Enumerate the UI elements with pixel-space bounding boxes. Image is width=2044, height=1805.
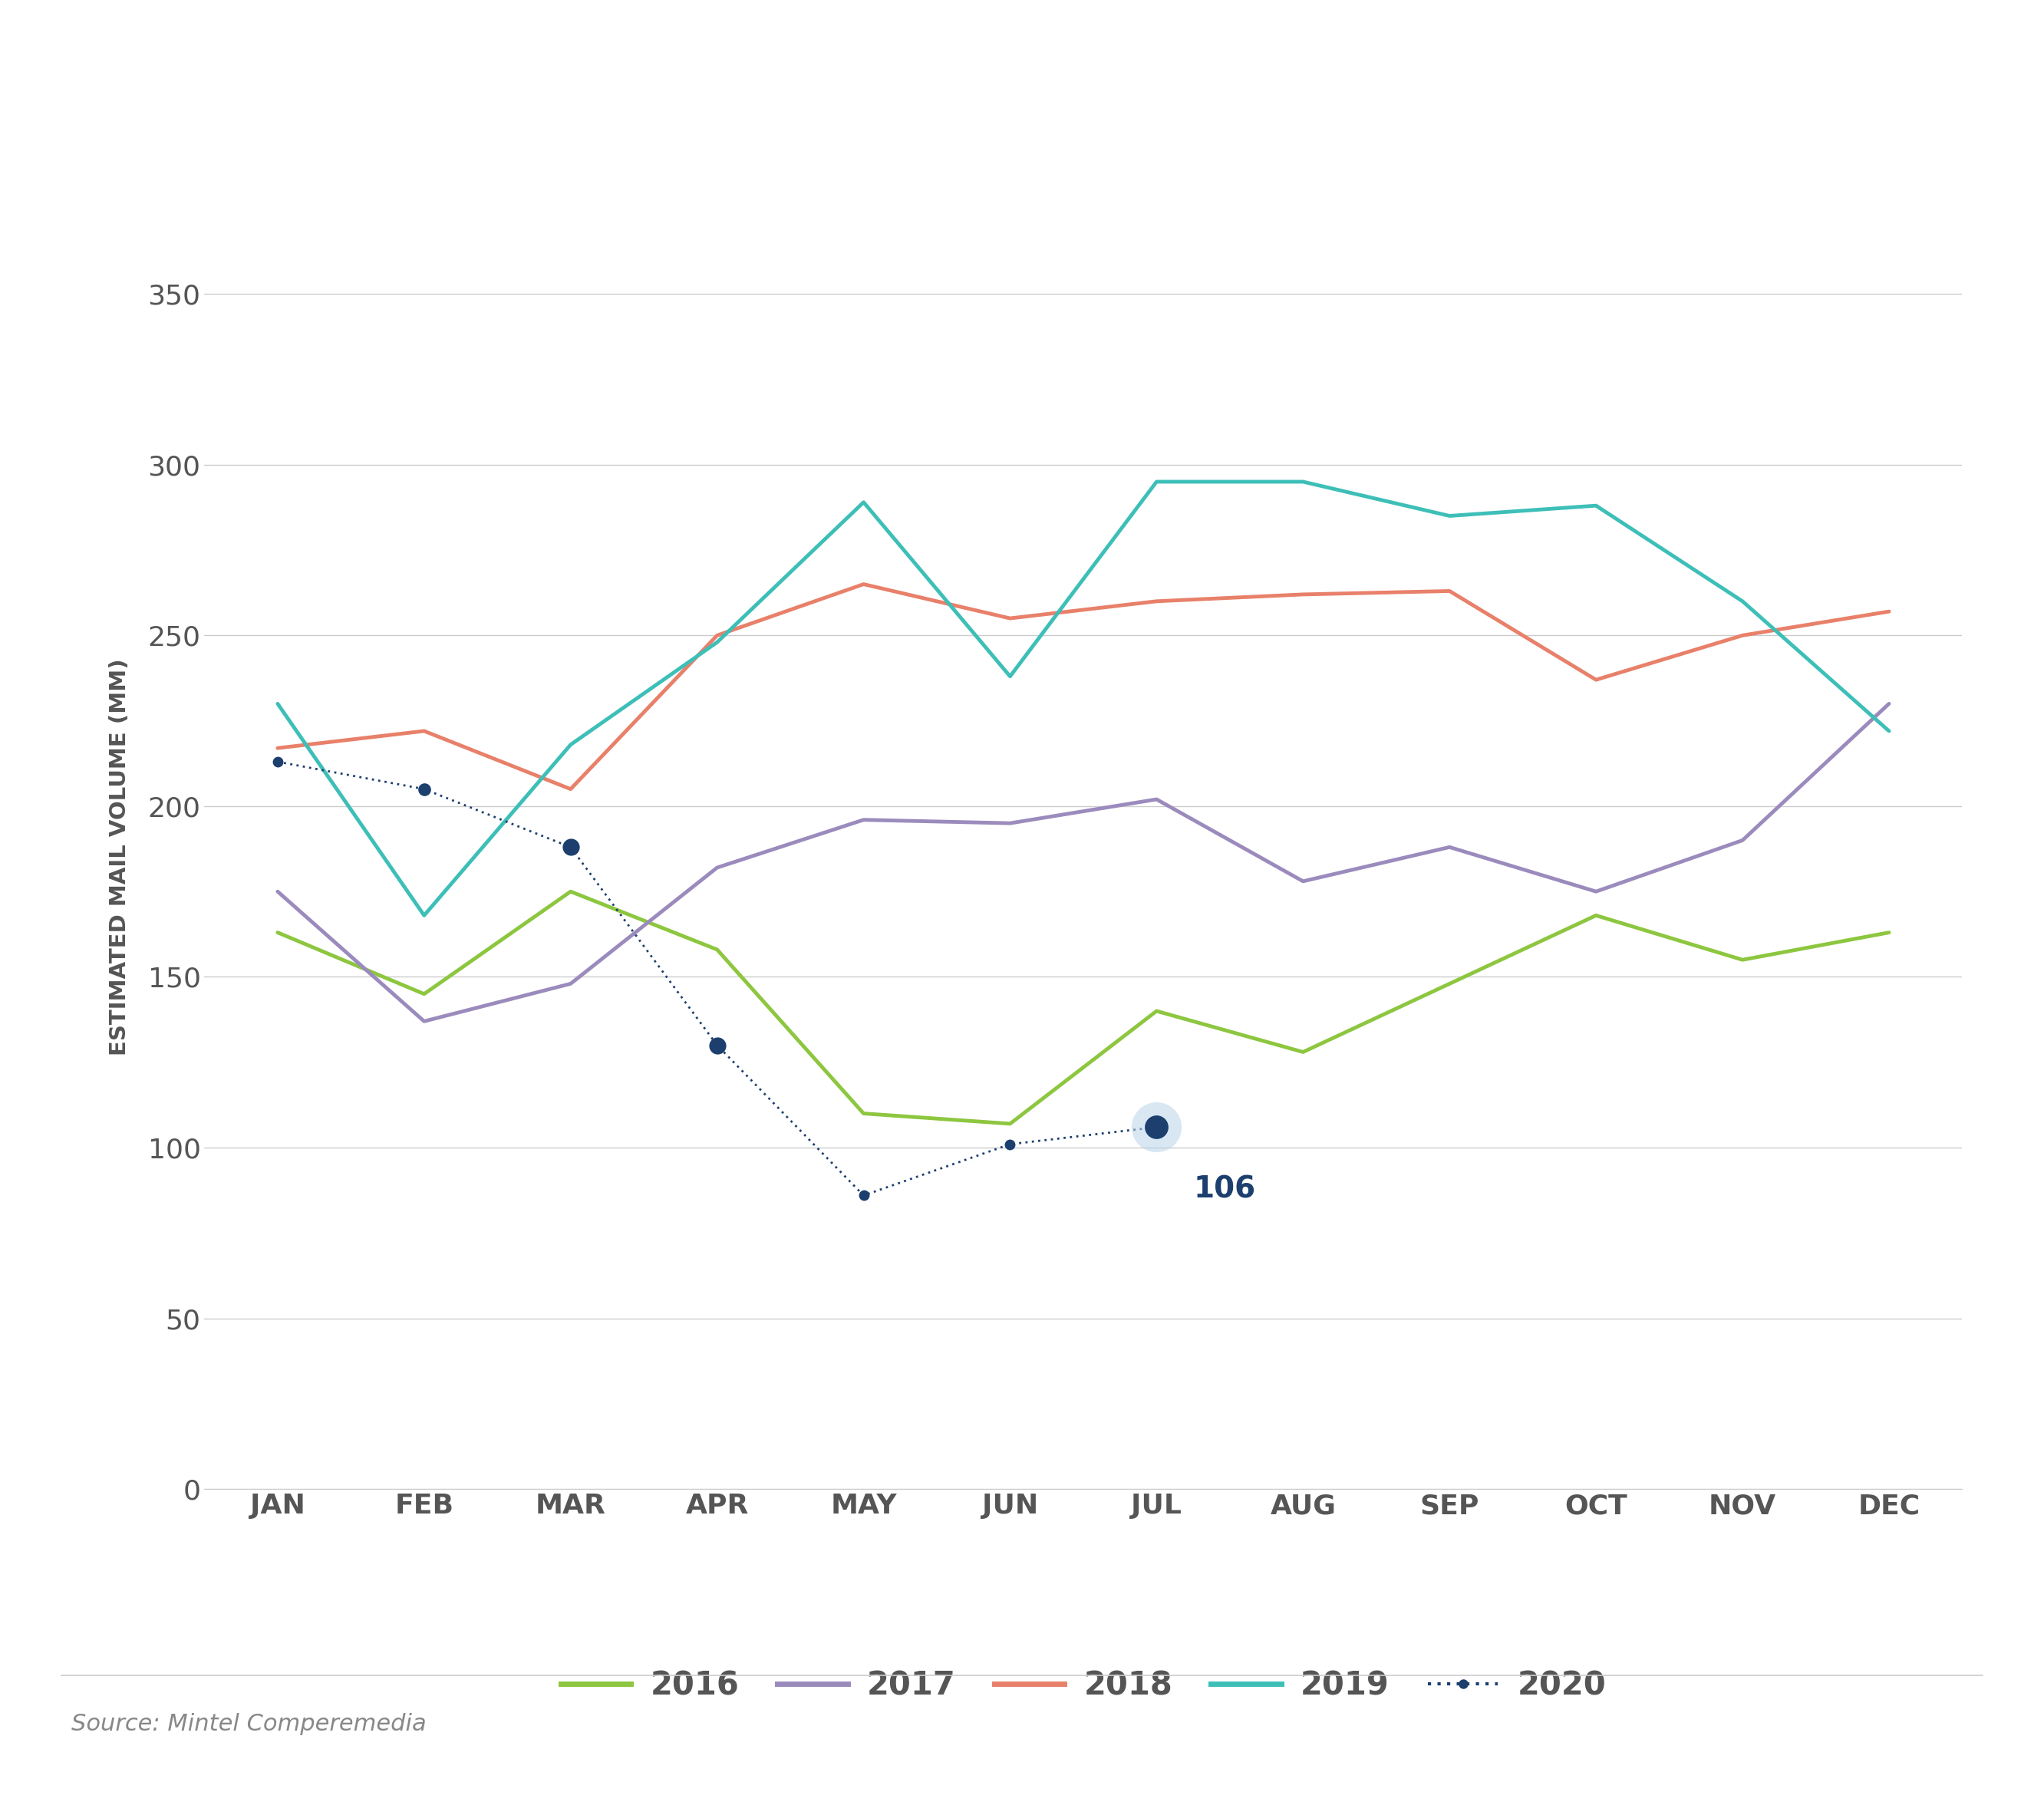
Text: PERSONAL LOAN DIRECT MAIL VOLUME YOY TREND: PERSONAL LOAN DIRECT MAIL VOLUME YOY TRE… (45, 49, 1513, 99)
Legend: 2016, 2017, 2018, 2019, 2020: 2016, 2017, 2018, 2019, 2020 (548, 1657, 1619, 1715)
Text: Source: Mintel Comperemedia: Source: Mintel Comperemedia (72, 1713, 427, 1735)
Text: 106: 106 (1194, 1175, 1255, 1204)
Y-axis label: ESTIMATED MAIL VOLUME (MM): ESTIMATED MAIL VOLUME (MM) (108, 659, 131, 1056)
Point (1141, 1112, 1173, 1141)
